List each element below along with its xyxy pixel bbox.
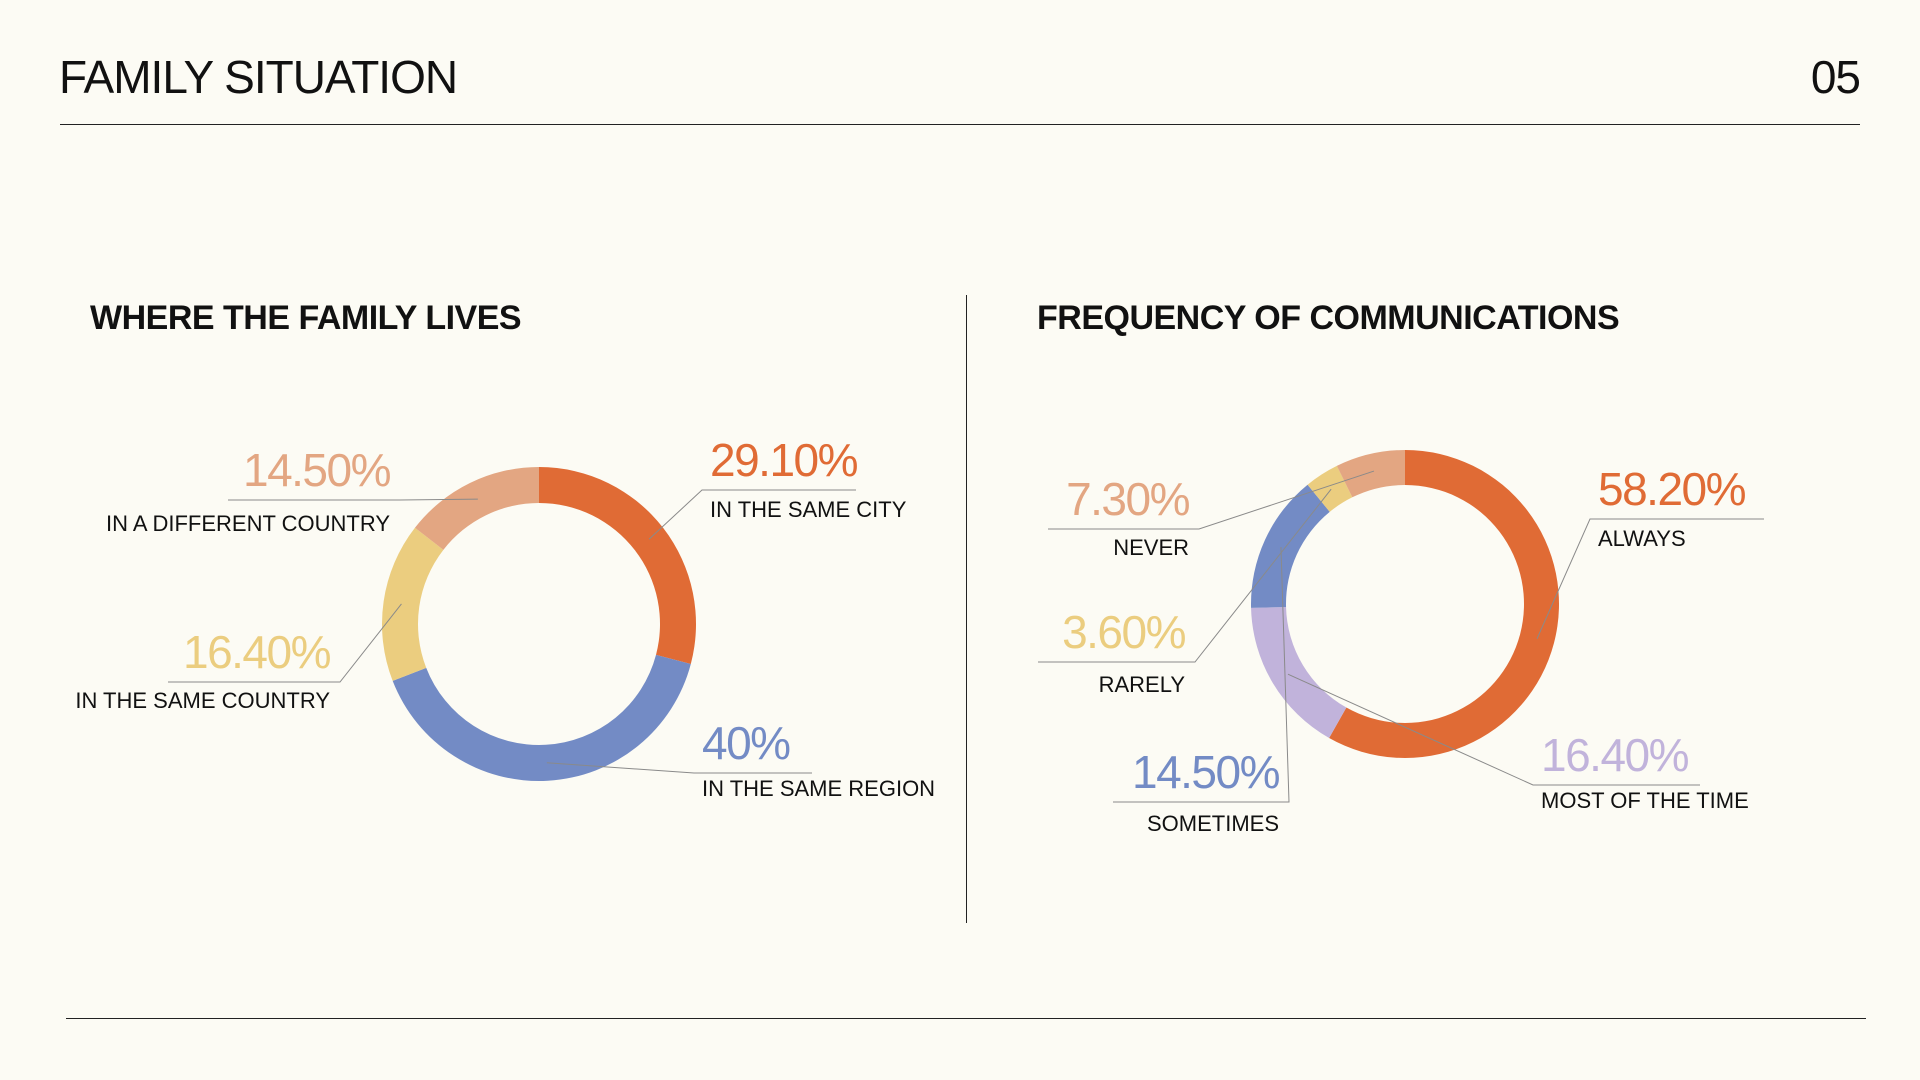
slice-in-the-same-city xyxy=(539,467,696,664)
category-label-rarely: RARELY xyxy=(1099,672,1186,697)
leader-line-in-the-same-city xyxy=(648,489,856,540)
slice-in-a-different-country xyxy=(414,467,539,550)
chart-title-communication-frequency: FREQUENCY OF COMMUNICATIONS xyxy=(1037,299,1620,337)
page-title: FAMILY SITUATION xyxy=(59,51,458,103)
slice-in-the-same-region xyxy=(392,654,691,782)
leader-line-most-of-the-time xyxy=(1287,673,1700,786)
data-label-rarely: 3.60% xyxy=(1062,606,1186,658)
category-label-in-a-different-country: IN A DIFFERENT COUNTRY xyxy=(106,511,390,536)
category-label-never: NEVER xyxy=(1113,535,1189,560)
data-label-in-the-same-city: 29.10% xyxy=(710,434,858,486)
category-label-in-the-same-city: IN THE SAME CITY xyxy=(710,497,907,522)
data-label-in-a-different-country: 14.50% xyxy=(243,444,391,496)
section-divider xyxy=(966,295,967,923)
page-number: 05 xyxy=(1810,51,1861,103)
leader-line-sometimes xyxy=(1113,547,1290,803)
data-label-never: 7.30% xyxy=(1066,473,1190,525)
slice-always xyxy=(1329,450,1560,758)
slice-most-of-the-time xyxy=(1251,606,1347,739)
chart-title-family-location: WHERE THE FAMILY LIVES xyxy=(90,299,522,337)
donut-chart-communication-frequency: 58.20% ALWAYS 16.40% MOST OF THE TIME 14.50%… xyxy=(1038,450,1764,836)
category-label-in-the-same-region: IN THE SAME REGION xyxy=(702,776,935,801)
leader-line-in-a-different-country xyxy=(228,498,478,501)
data-label-sometimes: 14.50% xyxy=(1132,746,1280,798)
donut-chart-family-location: 29.10% IN THE SAME CITY 40% IN THE SAME REG… xyxy=(75,434,935,801)
data-label-in-the-same-country: 16.40% xyxy=(183,626,331,678)
slice-sometimes xyxy=(1250,484,1330,608)
slice-in-the-same-country xyxy=(382,527,444,681)
leader-line-in-the-same-country xyxy=(168,603,402,683)
slice-never xyxy=(1336,450,1405,498)
category-label-always: ALWAYS xyxy=(1598,526,1686,551)
data-label-in-the-same-region: 40% xyxy=(702,717,790,769)
category-label-most-of-the-time: MOST OF THE TIME xyxy=(1541,788,1749,813)
leader-line-rarely xyxy=(1038,488,1332,663)
data-label-always: 58.20% xyxy=(1598,463,1746,515)
slice-rarely xyxy=(1307,465,1353,512)
header-divider xyxy=(60,124,1860,125)
category-label-sometimes: SOMETIMES xyxy=(1147,811,1279,836)
category-label-in-the-same-country: IN THE SAME COUNTRY xyxy=(75,688,330,713)
data-label-most-of-the-time: 16.40% xyxy=(1541,729,1689,781)
footer-divider xyxy=(66,1018,1866,1019)
leader-line-in-the-same-region xyxy=(546,762,812,774)
leader-line-never xyxy=(1048,470,1375,530)
leader-line-always xyxy=(1536,518,1764,639)
